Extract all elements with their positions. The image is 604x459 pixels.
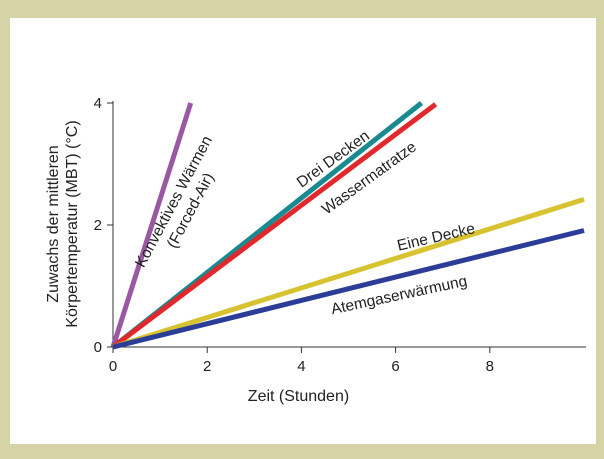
y-tick-label: 4 (94, 95, 102, 112)
y-tick-label: 0 (94, 339, 102, 356)
series-line-4 (112, 228, 585, 350)
series-label-3: Eine Decke (396, 220, 477, 254)
series-label-line: Atemgaserwärmung (330, 273, 469, 318)
x-tick-label: 4 (297, 358, 305, 375)
series-label-0: Konvektives Wärmen(Forced-Air) (132, 133, 233, 279)
series-line-2 (111, 102, 438, 349)
y-axis-title-line: Zuwachs der mittleren (45, 145, 62, 302)
x-tick-label: 0 (109, 358, 117, 375)
series-label-4: Atemgaserwärmung (330, 273, 469, 318)
y-axis-title: Zuwachs der mittleren Körpertemperatur (M… (45, 120, 81, 327)
x-tick-label: 2 (203, 358, 211, 375)
y-axis-title-line: Körpertemperatur (MBT) (°C) (64, 120, 81, 327)
series-label-line: Eine Decke (396, 220, 477, 254)
x-tick-label: 8 (486, 358, 494, 375)
axes: 0 2 4 6 8 0 2 4 (94, 95, 586, 375)
series-line-0 (110, 102, 194, 348)
chart-frame (10, 18, 596, 444)
x-tick-label: 6 (391, 358, 399, 375)
series-line-3 (112, 196, 585, 350)
y-tick-label: 2 (94, 217, 102, 234)
x-axis-title: Zeit (Stunden) (248, 388, 349, 405)
series-lines (110, 101, 585, 350)
